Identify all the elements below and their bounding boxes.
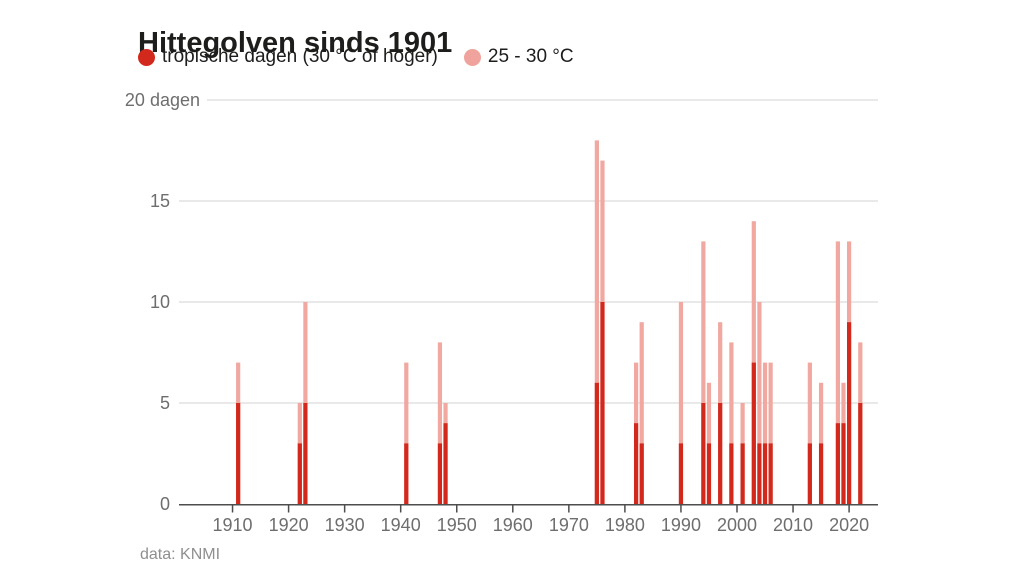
bar-1948-tropical <box>443 423 448 504</box>
bar-2018-warm <box>835 241 840 504</box>
x-axis-label-1930: 1930 <box>325 515 365 535</box>
y-axis-label-10: 10 <box>150 292 170 312</box>
bar-1922-tropical <box>297 443 302 504</box>
bar-1999-tropical <box>729 443 734 504</box>
bar-2019-tropical <box>841 423 846 504</box>
x-axis-label-1940: 1940 <box>381 515 421 535</box>
chart-legend: tropische dagen (30 °C of hoger) 25 - 30… <box>138 46 574 68</box>
bar-1947-warm <box>437 342 443 504</box>
legend-item-warm: 25 - 30 °C <box>463 46 574 68</box>
bar-2001-tropical <box>740 443 745 504</box>
bar-2004-warm <box>757 302 762 504</box>
legend-item-tropical: tropische dagen (30 °C of hoger) <box>138 46 438 68</box>
bar-1995-tropical <box>706 443 712 504</box>
x-axis-label-1950: 1950 <box>437 515 477 535</box>
bar-1923-tropical <box>303 403 308 504</box>
bar-2005-warm <box>762 362 768 504</box>
bar-2018-tropical <box>835 423 840 504</box>
bar-1983-warm <box>639 322 644 504</box>
data-source-note: data: KNMI <box>140 546 221 563</box>
x-axis-label-1980: 1980 <box>605 515 645 535</box>
bar-1982-tropical <box>634 423 639 504</box>
bar-2013-warm <box>807 362 812 504</box>
bar-1990-tropical <box>678 443 684 504</box>
x-axis-label-1990: 1990 <box>661 515 701 535</box>
y-axis-label-20: 20 dagen <box>125 90 200 110</box>
x-axis-label-1910: 1910 <box>213 515 253 535</box>
bar-1994-tropical <box>701 403 706 504</box>
bar-1994-warm <box>701 241 706 504</box>
bar-1999-warm <box>729 342 734 504</box>
warm-days-dot-icon <box>463 48 481 66</box>
x-axis-label-1920: 1920 <box>269 515 309 535</box>
bar-2013-tropical <box>807 443 812 504</box>
bar-2005-tropical <box>762 443 768 504</box>
bar-1983-tropical <box>639 443 644 504</box>
x-axis-label-2000: 2000 <box>717 515 757 535</box>
bar-2022-tropical <box>858 403 863 504</box>
bar-1941-warm <box>404 362 409 504</box>
bar-1975-warm <box>594 140 599 504</box>
x-axis-label-2020: 2020 <box>829 515 869 535</box>
bar-1975-tropical <box>594 382 599 504</box>
bar-1947-tropical <box>437 443 443 504</box>
bar-2004-tropical <box>757 443 762 504</box>
x-axis-label-2010: 2010 <box>773 515 813 535</box>
bar-2006-warm <box>768 362 773 504</box>
bar-2003-tropical <box>751 362 756 504</box>
bar-2020-tropical <box>846 322 852 504</box>
bar-1997-tropical <box>718 403 723 504</box>
page-title: Hittegolven sinds 1901 <box>138 27 453 60</box>
x-axis-label-1970: 1970 <box>549 515 589 535</box>
bar-2015-tropical <box>818 443 824 504</box>
bar-1911-tropical <box>236 403 241 504</box>
bar-2006-tropical <box>768 443 773 504</box>
bar-1990-warm <box>678 302 684 504</box>
y-axis-label-5: 5 <box>160 393 170 413</box>
legend-label-warm: 25 - 30 °C <box>487 46 574 67</box>
bar-1976-tropical <box>600 302 605 504</box>
bar-1941-tropical <box>404 443 409 504</box>
y-axis-label-0: 0 <box>160 494 170 514</box>
bar-2003-warm <box>751 221 756 504</box>
x-axis-label-1960: 1960 <box>493 515 533 535</box>
y-axis-label-15: 15 <box>150 191 170 211</box>
legend-label-tropical: tropische dagen (30 °C of hoger) <box>162 46 438 67</box>
tropical-days-dot-icon <box>138 48 155 66</box>
